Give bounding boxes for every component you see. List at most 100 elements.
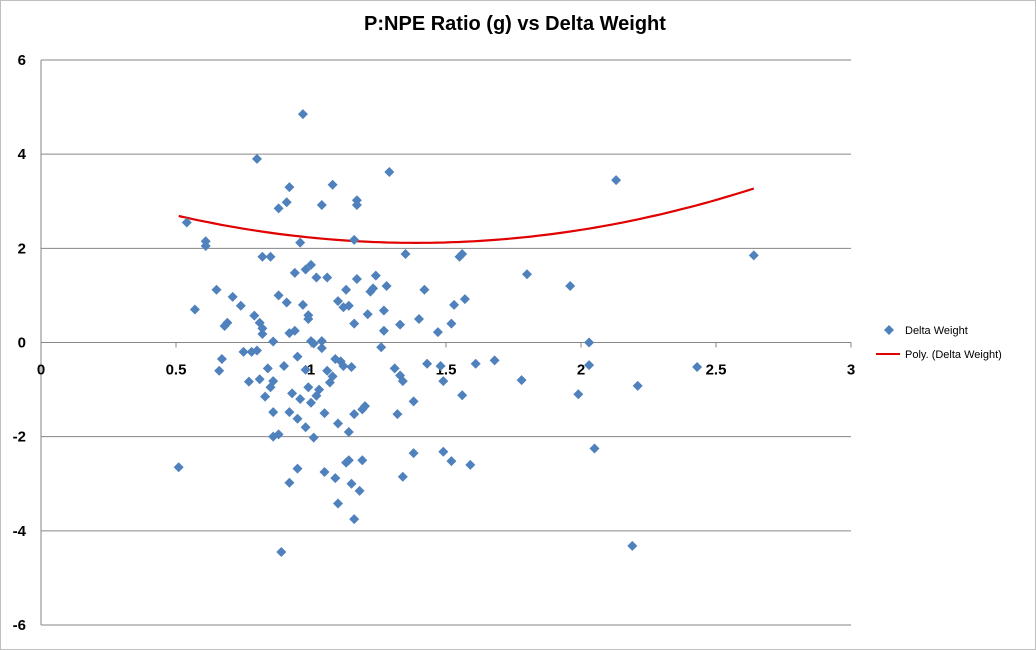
y-tick-label: 0: [18, 335, 26, 352]
data-point: [257, 251, 268, 262]
data-point: [378, 325, 389, 336]
data-point: [268, 407, 279, 418]
data-point: [419, 284, 430, 295]
data-point: [449, 299, 460, 310]
data-point: [284, 477, 295, 488]
data-point: [362, 309, 373, 320]
data-point: [222, 317, 233, 328]
data-point: [584, 337, 595, 348]
data-point: [400, 248, 411, 259]
data-point: [349, 234, 360, 245]
data-point: [338, 361, 349, 372]
data-point: [316, 336, 327, 347]
data-point: [268, 376, 279, 387]
data-point: [376, 342, 387, 353]
data-point: [238, 346, 249, 357]
data-point: [611, 175, 622, 186]
data-point: [297, 109, 308, 120]
x-tick-label: 2: [577, 362, 585, 379]
data-point: [446, 456, 457, 467]
data-point: [322, 272, 333, 283]
data-point: [395, 319, 406, 330]
data-point: [322, 365, 333, 376]
data-point: [438, 446, 449, 457]
data-point: [306, 397, 316, 408]
data-point: [268, 336, 279, 347]
data-point: [289, 325, 300, 336]
data-point: [273, 203, 284, 214]
data-point: [516, 375, 527, 386]
data-point: [357, 455, 368, 466]
data-point: [378, 305, 389, 316]
data-point: [243, 376, 254, 387]
data-point: [748, 250, 759, 261]
data-point: [254, 374, 265, 385]
data-point: [422, 358, 433, 369]
data-point: [522, 269, 532, 280]
y-tick-label: -2: [13, 429, 26, 446]
data-point: [252, 153, 262, 164]
data-point: [565, 281, 576, 291]
data-point: [432, 327, 443, 338]
data-point: [265, 251, 276, 262]
data-point: [446, 318, 457, 329]
data-point: [392, 409, 403, 420]
data-point: [281, 297, 292, 308]
data-point: [284, 407, 295, 418]
data-point: [333, 418, 343, 429]
data-point: [306, 259, 316, 270]
data-point: [459, 294, 470, 305]
data-point: [573, 389, 584, 400]
y-tick-label: -6: [13, 617, 26, 634]
data-point: [397, 471, 408, 482]
data-point: [343, 455, 354, 466]
data-point: [319, 408, 330, 419]
data-point: [408, 396, 419, 407]
data-point: [316, 200, 327, 211]
data-point: [211, 284, 222, 295]
chart-title: P:NPE Ratio (g) vs Delta Weight: [364, 13, 666, 35]
data-point: [284, 182, 295, 193]
data-point: [287, 388, 298, 399]
data-point: [295, 394, 306, 404]
data-point: [273, 429, 284, 440]
data-point: [389, 363, 400, 374]
data-point: [349, 514, 360, 525]
data-point: [381, 281, 392, 291]
data-point: [435, 361, 446, 372]
data-point: [584, 360, 595, 371]
data-point: [465, 459, 476, 470]
data-point: [257, 329, 268, 340]
data-point: [333, 498, 343, 509]
data-point: [314, 384, 325, 395]
y-tick-label: 6: [18, 52, 26, 69]
data-point: [181, 217, 192, 228]
y-tick-label: 4: [18, 146, 27, 163]
data-point: [300, 264, 311, 275]
data-point: [589, 443, 600, 454]
data-point: [200, 240, 211, 251]
data-point: [303, 382, 314, 393]
data-point: [414, 313, 424, 324]
data-point: [349, 409, 360, 420]
x-tick-label: 0: [37, 362, 45, 379]
legend-label-trendline: Poly. (Delta Weight): [905, 349, 1002, 361]
x-tick-label: 0.5: [166, 362, 187, 379]
data-point: [343, 300, 354, 311]
data-point: [351, 200, 362, 211]
data-point: [292, 463, 303, 474]
data-point: [308, 338, 319, 349]
data-point: [273, 290, 284, 301]
data-point: [227, 291, 238, 302]
data-point: [351, 273, 362, 284]
data-point: [297, 299, 308, 310]
data-point: [289, 267, 300, 278]
y-tick-label: 2: [18, 240, 26, 257]
data-point: [216, 353, 227, 364]
data-point: [311, 272, 322, 283]
data-point: [489, 355, 500, 366]
data-point: [370, 270, 381, 281]
data-point: [346, 478, 357, 489]
data-point: [327, 371, 338, 382]
